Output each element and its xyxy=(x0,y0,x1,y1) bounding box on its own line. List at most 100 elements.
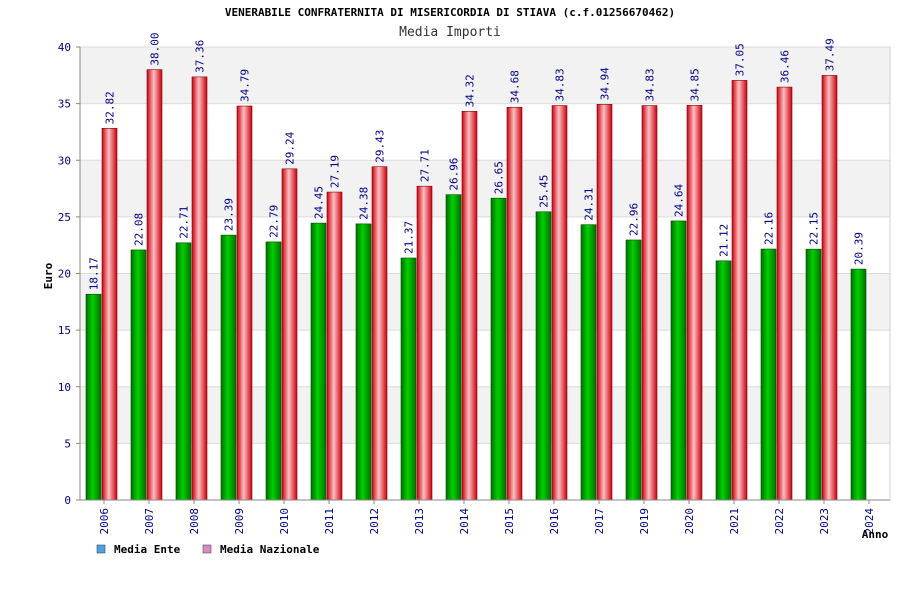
y-tick-label: 0 xyxy=(64,494,71,507)
y-tick-label: 10 xyxy=(58,381,71,394)
x-tick-label: 2020 xyxy=(683,508,696,535)
data-label: 18.17 xyxy=(88,257,101,290)
y-tick-label: 35 xyxy=(58,98,71,111)
x-tick-label: 2021 xyxy=(728,508,741,535)
x-tick-label: 2008 xyxy=(188,508,201,535)
bar-media-ente xyxy=(400,257,417,501)
x-tick-label: 2024 xyxy=(863,508,876,535)
bar-media-nazionale xyxy=(776,86,793,501)
grid-band xyxy=(80,47,890,104)
bar-media-ente xyxy=(265,241,282,501)
bar-media-nazionale xyxy=(731,80,748,501)
data-label: 24.38 xyxy=(358,187,371,220)
bar-media-nazionale xyxy=(416,185,433,501)
grid-band xyxy=(80,386,890,444)
y-tick-label: 20 xyxy=(58,268,71,281)
bar-media-ente xyxy=(670,220,687,501)
data-label: 37.05 xyxy=(734,43,747,76)
data-label: 37.36 xyxy=(194,40,207,73)
grid-band xyxy=(80,160,890,217)
bar-media-ente xyxy=(445,194,462,501)
bar-media-ente xyxy=(220,234,237,501)
data-label: 20.39 xyxy=(853,232,866,265)
bar-media-ente xyxy=(715,260,732,501)
x-tick-label: 2006 xyxy=(98,508,111,535)
data-label: 32.82 xyxy=(104,91,117,124)
bar-media-ente xyxy=(175,242,192,501)
bar-media-ente xyxy=(130,249,147,501)
grid-bands xyxy=(80,47,890,444)
data-label: 22.79 xyxy=(268,205,281,238)
x-axis-label: Anno xyxy=(862,528,889,541)
x-tick-label: 2012 xyxy=(368,508,381,535)
data-label: 21.37 xyxy=(403,221,416,254)
x-axis: 2006 2007 2008 2009 2010 2011 2012 2013 2014 2015… xyxy=(80,499,890,535)
data-label: 29.24 xyxy=(284,131,297,164)
data-label: 22.71 xyxy=(178,206,191,239)
y-tick-label: 40 xyxy=(58,41,71,54)
bar-media-nazionale xyxy=(821,75,838,501)
bar-media-ente xyxy=(760,248,777,501)
y-tick-label: 5 xyxy=(64,437,71,450)
data-label: 34.83 xyxy=(554,68,567,101)
data-label: 34.83 xyxy=(644,68,657,101)
bar-media-ente xyxy=(535,211,552,501)
data-label: 26.65 xyxy=(493,161,506,194)
data-label: 27.19 xyxy=(329,155,342,188)
legend-label-media-nazionale: Media Nazionale xyxy=(220,543,320,556)
x-tick-label: 2010 xyxy=(278,508,291,535)
x-tick-label: 2013 xyxy=(413,508,426,535)
data-label: 22.16 xyxy=(763,212,776,245)
y-tick-label: 25 xyxy=(58,211,71,224)
x-tick-label: 2014 xyxy=(458,508,471,535)
data-label: 25.45 xyxy=(538,175,551,208)
data-label: 24.31 xyxy=(583,188,596,221)
bar-media-nazionale xyxy=(371,166,388,501)
y-axis: 0 5 10 15 20 25 30 35 40 xyxy=(58,41,81,507)
bar-media-ente xyxy=(805,248,822,501)
y-axis-label: Euro xyxy=(42,262,55,289)
data-label: 26.96 xyxy=(448,158,461,191)
bar-media-nazionale xyxy=(641,105,658,501)
data-label: 37.49 xyxy=(824,38,837,71)
legend-label-media-ente: Media Ente xyxy=(114,543,181,556)
data-label: 34.85 xyxy=(689,68,702,101)
data-label: 23.39 xyxy=(223,198,236,231)
x-tick-label: 2019 xyxy=(638,508,651,535)
bar-media-nazionale xyxy=(461,111,478,501)
legend: Media Ente Media Nazionale xyxy=(96,543,320,556)
x-tick-label: 2007 xyxy=(143,508,156,535)
x-tick-label: 2011 xyxy=(323,508,336,535)
bars: 18.17 32.82 22.08 38.00 22.71 37.36 23.39 34.79… xyxy=(85,33,867,501)
bar-media-ente xyxy=(355,223,372,501)
bar-media-nazionale xyxy=(551,105,568,501)
bar-media-nazionale xyxy=(596,104,613,501)
x-tick-label: 2016 xyxy=(548,508,561,535)
y-tick-label: 15 xyxy=(58,324,71,337)
data-label: 36.46 xyxy=(779,50,792,83)
bar-media-nazionale xyxy=(281,168,298,501)
legend-swatch-media-ente xyxy=(96,544,106,554)
chart-subtitle: Media Importi xyxy=(399,25,501,40)
data-label: 22.96 xyxy=(628,203,641,236)
bar-media-nazionale xyxy=(686,105,703,501)
data-label: 24.64 xyxy=(673,183,686,216)
x-tick-label: 2017 xyxy=(593,508,606,535)
bar-media-ente xyxy=(310,222,327,501)
bar-media-nazionale xyxy=(191,76,208,501)
bar-media-ente xyxy=(490,197,507,501)
chart-title: VENERABILE CONFRATERNITA DI MISERICORDIA… xyxy=(224,6,676,19)
data-label: 27.71 xyxy=(419,149,432,182)
x-tick-label: 2022 xyxy=(773,508,786,535)
bar-media-nazionale xyxy=(146,69,163,501)
data-label: 34.68 xyxy=(509,70,522,103)
grid-band xyxy=(80,273,890,331)
data-label: 22.15 xyxy=(808,212,821,245)
data-label: 22.08 xyxy=(133,213,146,246)
y-tick-label: 30 xyxy=(58,154,71,167)
data-label: 21.12 xyxy=(718,224,731,257)
x-tick-label: 2015 xyxy=(503,508,516,535)
data-label: 34.32 xyxy=(464,74,477,107)
